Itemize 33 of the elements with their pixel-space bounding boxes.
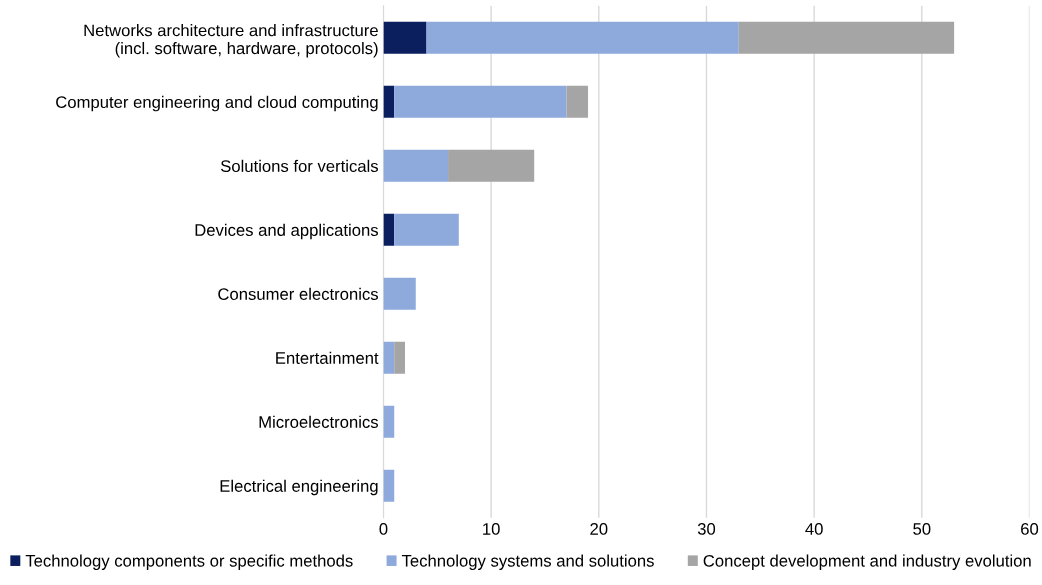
x-tick-label: 50 — [913, 523, 931, 535]
y-tick-label: Consumer electronics — [218, 287, 378, 300]
y-tick-label: Computer engineering and cloud computing — [56, 95, 378, 112]
bar — [448, 149, 535, 182]
bar — [383, 213, 395, 246]
bar — [383, 21, 427, 54]
bar — [383, 85, 395, 118]
legend-label: Technology components or specific methods — [25, 554, 353, 570]
x-tick-label: 20 — [590, 523, 608, 535]
bar — [394, 341, 405, 374]
x-tick-label: 30 — [697, 523, 716, 535]
bar — [383, 469, 395, 502]
legend-label: Technology systems and solutions — [401, 554, 654, 570]
bar — [383, 405, 395, 438]
bar — [426, 21, 739, 54]
x-tick-label: 60 — [1021, 523, 1039, 535]
y-tick-label: Electrical engineering — [220, 479, 378, 496]
bar — [383, 341, 395, 374]
legend-label: Concept development and industry evolution — [703, 554, 1031, 570]
y-tick-label: Devices and applications — [195, 223, 378, 240]
y-tick-label: Entertainment — [276, 351, 379, 364]
bar — [383, 149, 449, 182]
x-tick-label: 10 — [483, 523, 500, 535]
y-tick-label: Microelectronics — [259, 415, 378, 428]
bar — [394, 85, 567, 118]
bar — [738, 21, 955, 54]
x-tick-label: 0 — [379, 523, 388, 535]
bar — [383, 277, 416, 310]
x-tick-label: 40 — [805, 523, 823, 535]
y-tick-label: Networks architecture and infrastructure (incl. software, hardware, protocols) — [84, 24, 378, 58]
bar — [394, 213, 459, 246]
bar — [566, 85, 589, 118]
y-tick-label: Solutions for verticals — [220, 159, 378, 173]
